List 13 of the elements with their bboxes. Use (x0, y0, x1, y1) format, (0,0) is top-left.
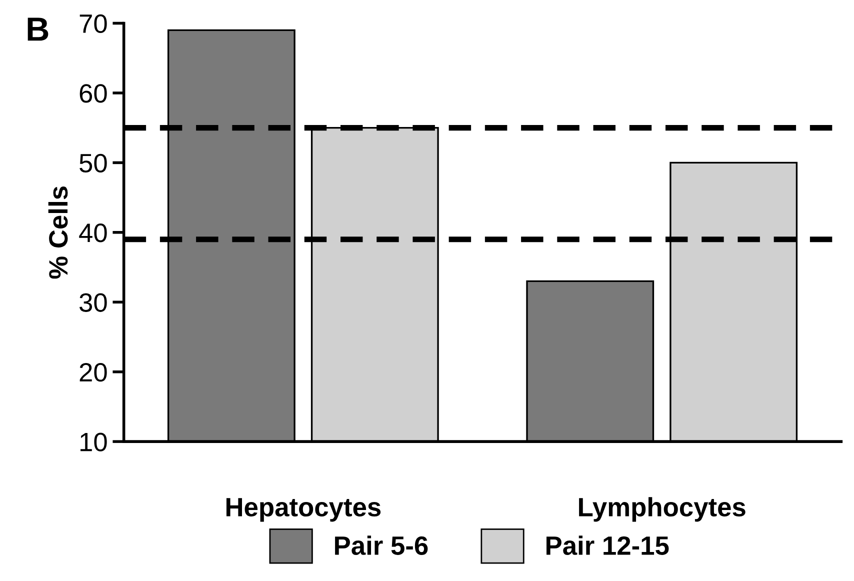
y-tick-label: 10 (80, 432, 107, 452)
legend-label: Pair 5-6 (335, 536, 428, 556)
y-tick-label: 60 (80, 84, 107, 103)
y-tick-label: 70 (80, 14, 107, 34)
text: B (28, 18, 48, 41)
x-tick-label: Hepatocytes (226, 498, 381, 522)
y-tick-label: 50 (80, 154, 107, 172)
y-axis-title: % Cells (48, 186, 68, 279)
y-tick-label: 20 (80, 362, 107, 382)
y-tick-label: 30 (80, 293, 107, 312)
x-tick-label: Lymphocytes (579, 497, 746, 522)
legend-label: Pair 12-15 (546, 536, 669, 556)
y-tick-label: 40 (79, 224, 107, 242)
